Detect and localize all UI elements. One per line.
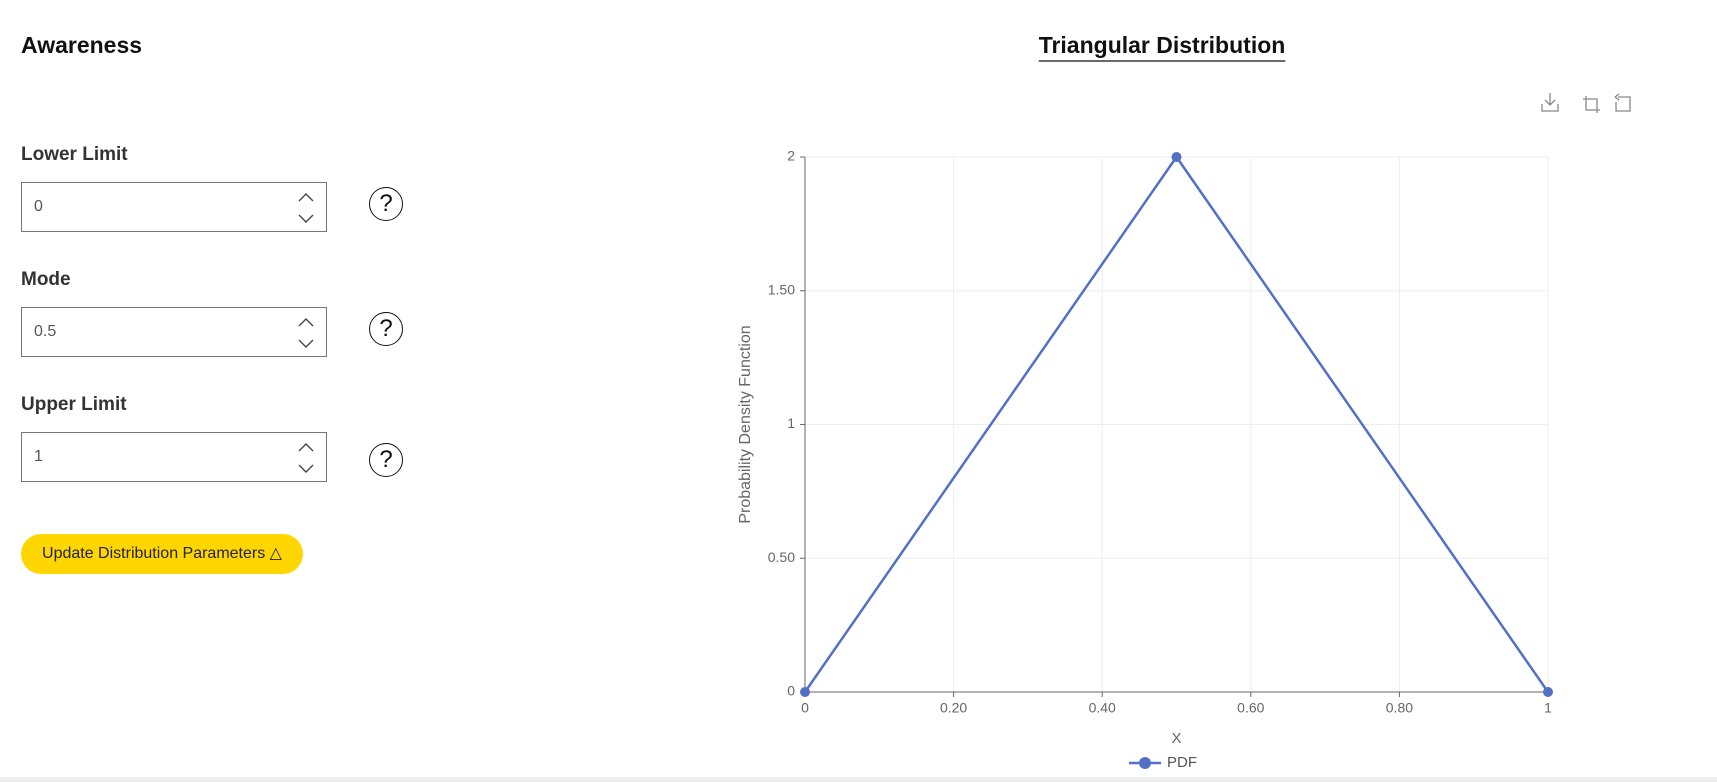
field-label: Lower Limit: [21, 144, 128, 165]
spinner[interactable]: [296, 314, 316, 352]
y-tick-label: 0: [787, 683, 795, 699]
y-tick-label: 1.50: [768, 281, 795, 297]
footer-bar: [0, 777, 1717, 782]
number-input[interactable]: 1: [21, 432, 327, 482]
data-point: [800, 687, 810, 697]
update-button[interactable]: Update Distribution Parameters △: [21, 534, 303, 574]
help-icon[interactable]: ?: [369, 187, 403, 221]
y-tick-label: 1: [787, 415, 795, 431]
input-value: 0: [34, 198, 43, 215]
y-tick-label: 0.50: [768, 549, 795, 565]
x-tick-label: 0.60: [1237, 700, 1264, 716]
restore-icon[interactable]: [1614, 93, 1631, 112]
download-icon[interactable]: [1541, 93, 1559, 112]
y-tick-label: 2: [787, 148, 795, 164]
chart-title: Triangular Distribution: [1039, 32, 1286, 58]
field-label: Mode: [21, 269, 71, 290]
spinner[interactable]: [296, 189, 316, 227]
legend-marker: [1139, 757, 1151, 769]
x-tick-label: 1: [1544, 700, 1552, 716]
x-tick-label: 0.20: [940, 700, 967, 716]
number-input[interactable]: 0.5: [21, 307, 327, 357]
help-icon[interactable]: ?: [369, 312, 403, 346]
number-input[interactable]: 0: [21, 182, 327, 232]
x-tick-label: 0.80: [1386, 700, 1413, 716]
section-title: Awareness: [21, 32, 143, 58]
toolbar: [1541, 93, 1631, 113]
x-axis-label: X: [1171, 730, 1181, 747]
input-value: 1: [34, 448, 43, 465]
data-point: [1171, 152, 1182, 162]
spinner[interactable]: [296, 439, 316, 477]
help-icon[interactable]: ?: [369, 443, 403, 477]
zoom-icon[interactable]: [1583, 96, 1600, 113]
y-axis-label: Probability Density Function: [737, 325, 754, 523]
data-point: [1543, 687, 1553, 697]
x-tick-label: 0.40: [1089, 700, 1116, 716]
input-value: 0.5: [34, 323, 57, 340]
field-label: Upper Limit: [21, 394, 127, 415]
x-tick-label: 0: [801, 700, 809, 716]
legend-label: PDF: [1167, 754, 1197, 771]
